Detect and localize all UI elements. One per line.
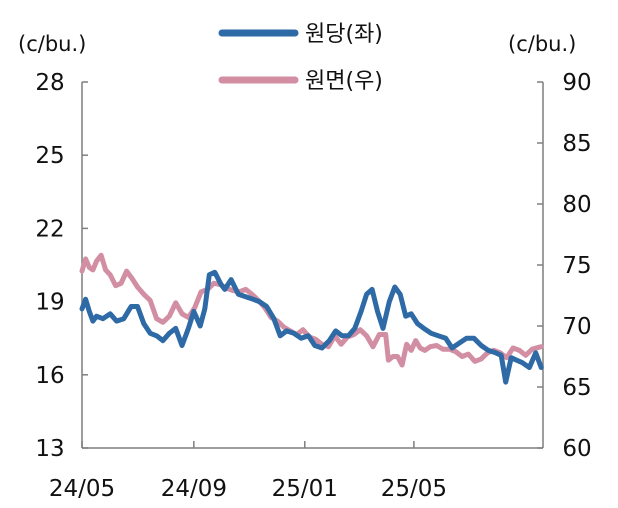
series-line-sugar (79, 269, 544, 385)
right-axis-ticks: 60 65 70 75 80 85 90 (537, 70, 592, 462)
right-axis-unit: (c/bu.) (508, 32, 576, 56)
right-tick-label: 90 (562, 70, 591, 96)
x-tick-label: 24/05 (49, 476, 115, 502)
left-tick-label: 22 (35, 216, 64, 242)
x-tick-label: 24/09 (161, 476, 227, 502)
legend: 원당(좌) 원면(우) (218, 22, 383, 94)
legend-label-cotton: 원면(우) (305, 69, 383, 94)
x-tick-label: 25/01 (272, 476, 338, 502)
legend-label-sugar: 원당(좌) (305, 22, 383, 47)
left-tick-label: 19 (35, 290, 64, 316)
right-tick-label: 80 (562, 192, 591, 218)
x-axis-ticks: 24/05 24/09 25/01 25/05 (49, 441, 447, 502)
left-axis-unit: (c/bu.) (18, 32, 86, 56)
right-tick-label: 60 (562, 436, 591, 462)
right-tick-label: 85 (562, 131, 591, 157)
right-tick-label: 70 (562, 314, 591, 340)
series-line-cotton (79, 252, 544, 368)
right-tick-label: 65 (562, 375, 591, 401)
left-tick-label: 13 (35, 436, 64, 462)
x-tick-label: 25/05 (381, 476, 447, 502)
left-tick-label: 25 (35, 143, 64, 169)
right-tick-label: 75 (562, 253, 591, 279)
left-tick-label: 28 (35, 70, 64, 96)
left-tick-label: 16 (35, 363, 64, 389)
left-axis-ticks: 13 16 19 22 25 28 (35, 70, 88, 462)
series-layer (79, 252, 544, 385)
